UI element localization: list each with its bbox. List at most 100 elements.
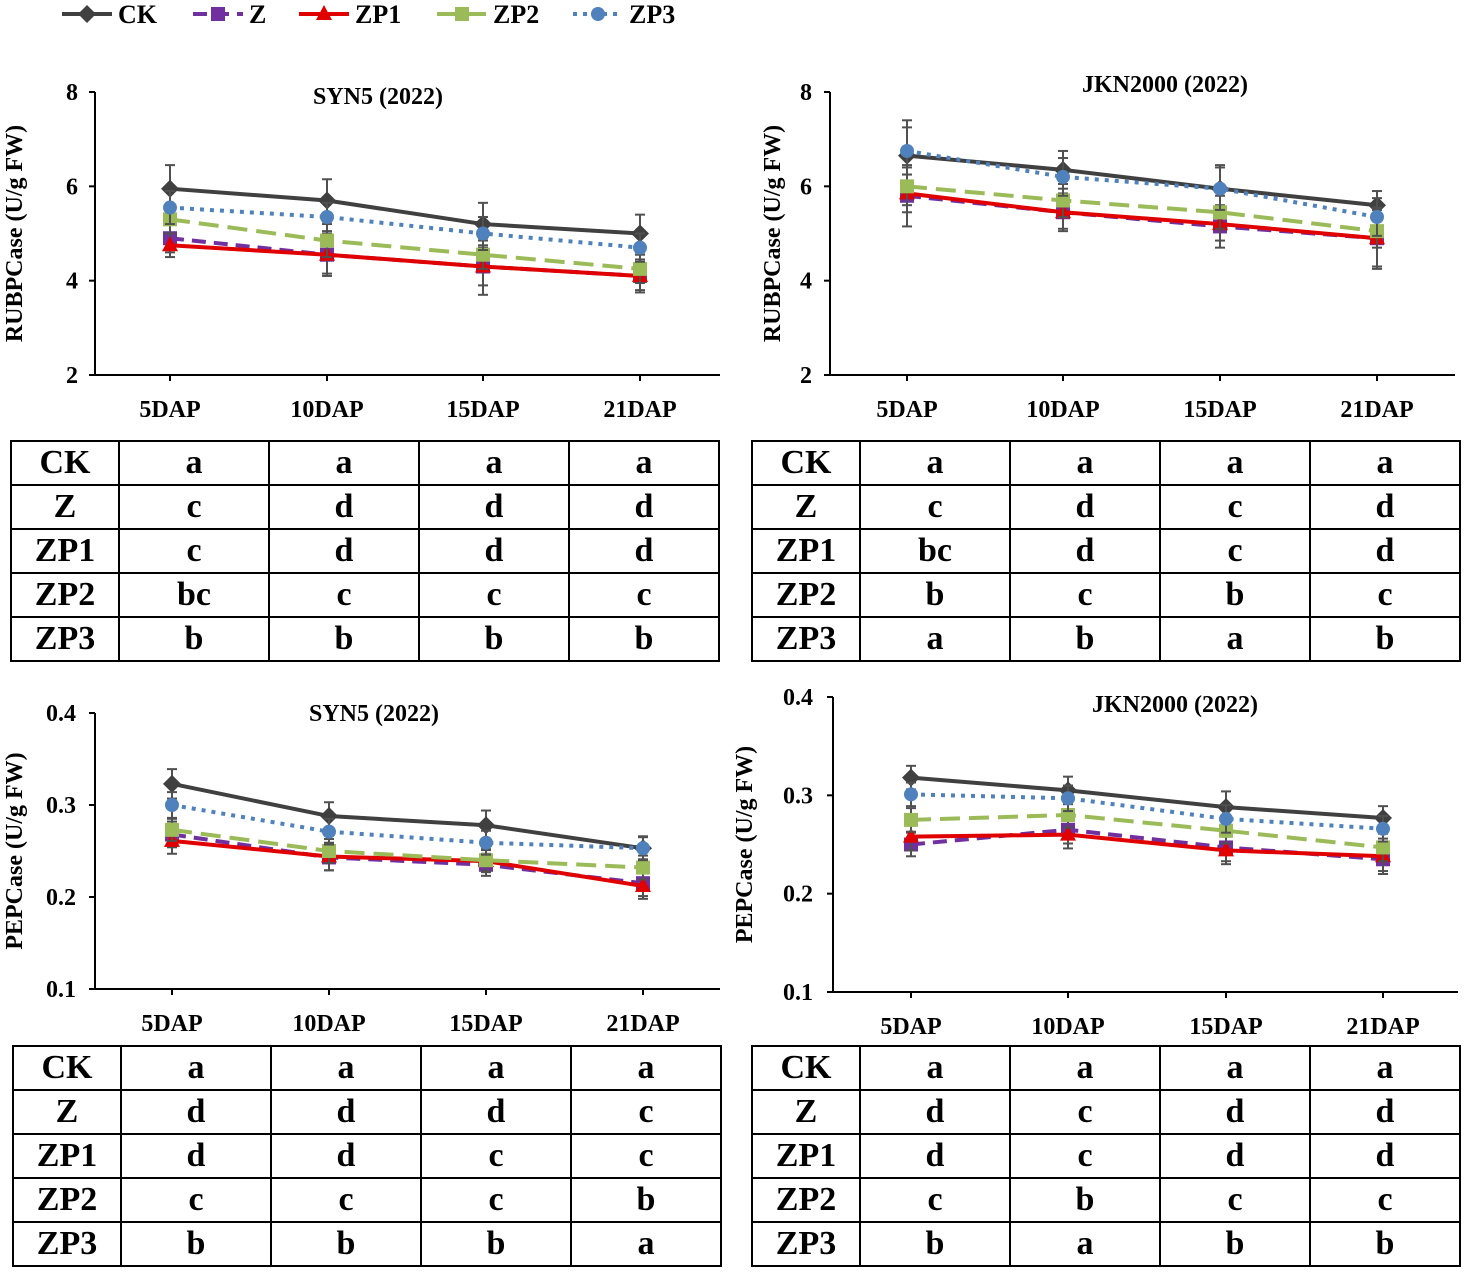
table-cell: c [118, 528, 270, 574]
data-point [1376, 840, 1390, 855]
table-cell: bc [118, 572, 270, 618]
series-line [169, 236, 641, 278]
data-point [322, 824, 336, 839]
row-label: ZP2 [751, 1177, 861, 1223]
data-point [1060, 825, 1076, 841]
table-row: ZP2 c b c c [751, 1177, 1461, 1223]
x-tick-label: 10DAP [292, 1011, 365, 1037]
table-cell: a [568, 440, 720, 486]
legend-marker [78, 5, 96, 23]
table-cell: b [120, 1221, 272, 1267]
series-zp3 [165, 791, 650, 862]
data-point [479, 835, 493, 850]
table-cell: a [859, 1045, 1011, 1091]
table-cell: d [120, 1133, 272, 1179]
series-zp1 [903, 819, 1391, 875]
table-row: ZP3 b a b b [751, 1221, 1461, 1267]
row-label: Z [12, 1089, 122, 1135]
table-cell: b [270, 1221, 422, 1267]
row-label: ZP2 [10, 572, 120, 618]
table-cell: c [270, 1177, 422, 1223]
y-tick-label: 0.3 [46, 793, 76, 819]
table-row: ZP2 b c b c [751, 572, 1461, 618]
table-cell: a [570, 1045, 722, 1091]
table-cell: a [1309, 440, 1461, 486]
series-line [169, 217, 641, 271]
table-cell: d [418, 484, 570, 530]
data-point [1219, 811, 1233, 826]
table-cell: c [1309, 1177, 1461, 1223]
table-cell: d [1159, 1089, 1311, 1135]
table-cell: a [859, 616, 1011, 662]
legend-label: CK [118, 0, 158, 29]
y-tick-label: 8 [66, 80, 78, 106]
y-tick-label: 8 [800, 80, 812, 106]
legend-label: ZP2 [493, 0, 539, 29]
row-label: Z [10, 484, 120, 530]
data-point [165, 822, 179, 837]
table-cell: a [118, 440, 270, 486]
data-point [162, 236, 178, 252]
series-zp3 [904, 781, 1390, 843]
data-point [636, 860, 650, 875]
table-cell: c [570, 1133, 722, 1179]
table-cell: c [1159, 528, 1311, 574]
data-point [900, 143, 914, 158]
x-tick-label: 21DAP [603, 397, 676, 423]
row-label: ZP2 [12, 1177, 122, 1223]
data-point [903, 827, 919, 843]
table-cell: a [270, 1045, 422, 1091]
table-cell: c [120, 1177, 272, 1223]
charts: 2 4 6 8 5DAP 10DAP 15DAP 21DAP SYN5 (2022) RUBPCa… [2, 72, 1458, 1040]
table-cell: d [1309, 1133, 1461, 1179]
y-tick-label: 0.4 [783, 685, 813, 711]
chart-title: JKN2000 (2022) [1092, 692, 1258, 718]
table-cell: b [420, 1221, 572, 1267]
table-cell: d [859, 1089, 1011, 1135]
table-cell: d [270, 1133, 422, 1179]
table-cell: d [270, 1089, 422, 1135]
legend-item-zp1: ZP1 [299, 0, 401, 29]
series-line [171, 827, 644, 870]
data-point [1056, 169, 1070, 184]
table-row: ZP3 b b b b [10, 616, 720, 662]
table-cell: a [859, 440, 1011, 486]
x-tick-label: 21DAP [1340, 397, 1413, 423]
table-cell: c [268, 572, 420, 618]
legend-marker [455, 7, 469, 21]
table-row: ZP1 bc d c d [751, 528, 1461, 574]
table-cell: b [1309, 616, 1461, 662]
data-point [320, 807, 338, 826]
table-cell: c [859, 484, 1011, 530]
series-zp3 [163, 190, 647, 263]
row-label: Z [751, 484, 861, 530]
table-cell: a [1159, 440, 1311, 486]
legend-marker [316, 5, 332, 20]
table-cell: a [1159, 1045, 1311, 1091]
y-tick-label: 6 [66, 174, 78, 200]
table-cell: a [120, 1045, 272, 1091]
table-cell: d [1009, 528, 1161, 574]
data-point [904, 787, 918, 802]
series-line [171, 838, 644, 888]
y-tick-label: 0.1 [46, 977, 76, 1003]
x-tick-label: 5DAP [880, 1014, 941, 1040]
data-point [1056, 193, 1070, 208]
table-cell: c [568, 572, 720, 618]
row-label: ZP1 [751, 528, 861, 574]
legend: CK Z ZP1 ZP2 ZP3 [62, 0, 675, 29]
x-tick-label: 21DAP [606, 1011, 679, 1037]
data-point [1370, 209, 1384, 224]
table-row: ZP3 a b a b [751, 616, 1461, 662]
data-point [161, 179, 179, 198]
series-line [169, 186, 641, 236]
row-label: CK [751, 1045, 861, 1091]
chart-title: JKN2000 (2022) [1082, 72, 1248, 98]
x-tick-label: 5DAP [141, 1011, 202, 1037]
data-point [476, 247, 490, 262]
